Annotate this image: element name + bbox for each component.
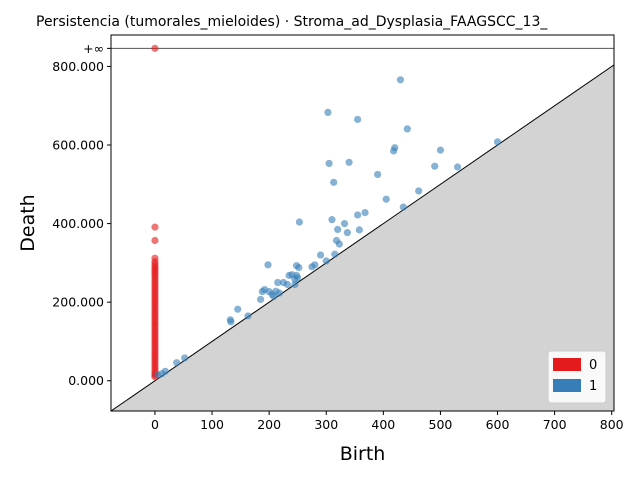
- point-series-1-44: [345, 158, 353, 166]
- series-0: [151, 44, 159, 381]
- chart-title: Persistencia (tumorales_mieloides) · Str…: [36, 14, 548, 30]
- legend: 01: [547, 350, 607, 404]
- y-tick-label-2: 400.000: [52, 216, 104, 231]
- x-tick-label-4: 400: [371, 417, 395, 432]
- point-series-1-57: [431, 162, 439, 170]
- point-series-1-42: [340, 219, 349, 228]
- point-series-1-12: [264, 261, 272, 269]
- x-tick-label-3: 300: [314, 417, 338, 432]
- point-series-1-8: [244, 312, 252, 320]
- point-series-1-17: [274, 278, 282, 287]
- y-tick-label-3: 600.000: [52, 138, 104, 153]
- point-series-1-56: [415, 187, 423, 195]
- point-series-1-18: [275, 289, 284, 297]
- y-tick-label-infinity: +∞: [83, 41, 104, 56]
- x-tick-label-7: 700: [543, 417, 567, 432]
- point-series-1-31: [311, 261, 319, 269]
- diagonal-line: [111, 64, 614, 411]
- point-series-1-34: [324, 108, 332, 117]
- point-series-1-58: [436, 146, 445, 154]
- point-series-1-59: [453, 163, 462, 171]
- point-series-0-2: [151, 236, 159, 245]
- point-series-1-49: [374, 170, 382, 179]
- point-series-1-55: [403, 125, 411, 133]
- point-series-1-54: [399, 203, 407, 211]
- x-tick-label-1: 100: [200, 417, 224, 432]
- point-series-1-33: [322, 257, 330, 265]
- point-series-1-28: [294, 274, 302, 282]
- x-axis-label: Birth: [340, 443, 386, 465]
- point-series-1-52: [391, 144, 399, 152]
- point-series-1-48: [361, 208, 369, 217]
- point-series-1-47: [355, 226, 363, 234]
- point-series-1-6: [227, 318, 235, 326]
- y-tick-label-1: 200.000: [52, 295, 104, 310]
- y-axis-label: Death: [17, 194, 39, 251]
- x-tick-label-2: 200: [257, 417, 281, 432]
- plot-frame: [110, 34, 615, 412]
- point-series-1-24: [291, 280, 299, 289]
- point-series-1-37: [330, 178, 338, 186]
- x-tick-label-6: 600: [486, 417, 510, 432]
- point-series-1-35: [325, 159, 333, 168]
- plot-content: [111, 44, 614, 411]
- point-series-1-29: [295, 218, 304, 226]
- plot-area: [111, 44, 614, 411]
- point-series-1-32: [316, 251, 325, 259]
- x-tick-label-5: 500: [429, 417, 453, 432]
- point-series-1-2: [161, 367, 169, 375]
- point-series-1-40: [334, 225, 342, 234]
- series-1: [154, 76, 502, 379]
- point-series-0-1: [151, 223, 159, 231]
- point-series-1-53: [396, 76, 405, 84]
- point-series-1-38: [331, 250, 339, 258]
- point-series-1-36: [328, 216, 336, 224]
- point-series-1-3: [173, 359, 181, 367]
- point-series-1-50: [382, 195, 390, 203]
- point-series-1-27: [295, 263, 303, 272]
- point-series-1-4: [181, 354, 189, 362]
- y-tick-label-0: 0.000: [68, 373, 104, 388]
- point-series-1-9: [256, 295, 265, 304]
- legend-label-1: 1: [589, 379, 597, 394]
- legend-label-0: 0: [589, 358, 597, 373]
- point-series-1-46: [354, 211, 362, 219]
- point-series-1-60: [493, 138, 502, 146]
- point-series-0-0: [151, 44, 159, 52]
- x-tick-label-0: 0: [151, 417, 159, 432]
- point-series-1-45: [354, 115, 362, 124]
- point-series-1-43: [343, 229, 351, 237]
- legend-swatch-1: [553, 379, 581, 392]
- axes: 0 100 200 300 400 500 600 700 8000.000200.000400…: [52, 34, 624, 432]
- legend-swatch-0: [553, 358, 581, 371]
- x-tick-label-8: 800: [600, 417, 624, 432]
- point-series-1-41: [335, 240, 343, 248]
- point-series-1-20: [283, 280, 292, 289]
- point-series-1-7: [234, 305, 242, 313]
- y-tick-label-4: 800.000: [52, 59, 104, 74]
